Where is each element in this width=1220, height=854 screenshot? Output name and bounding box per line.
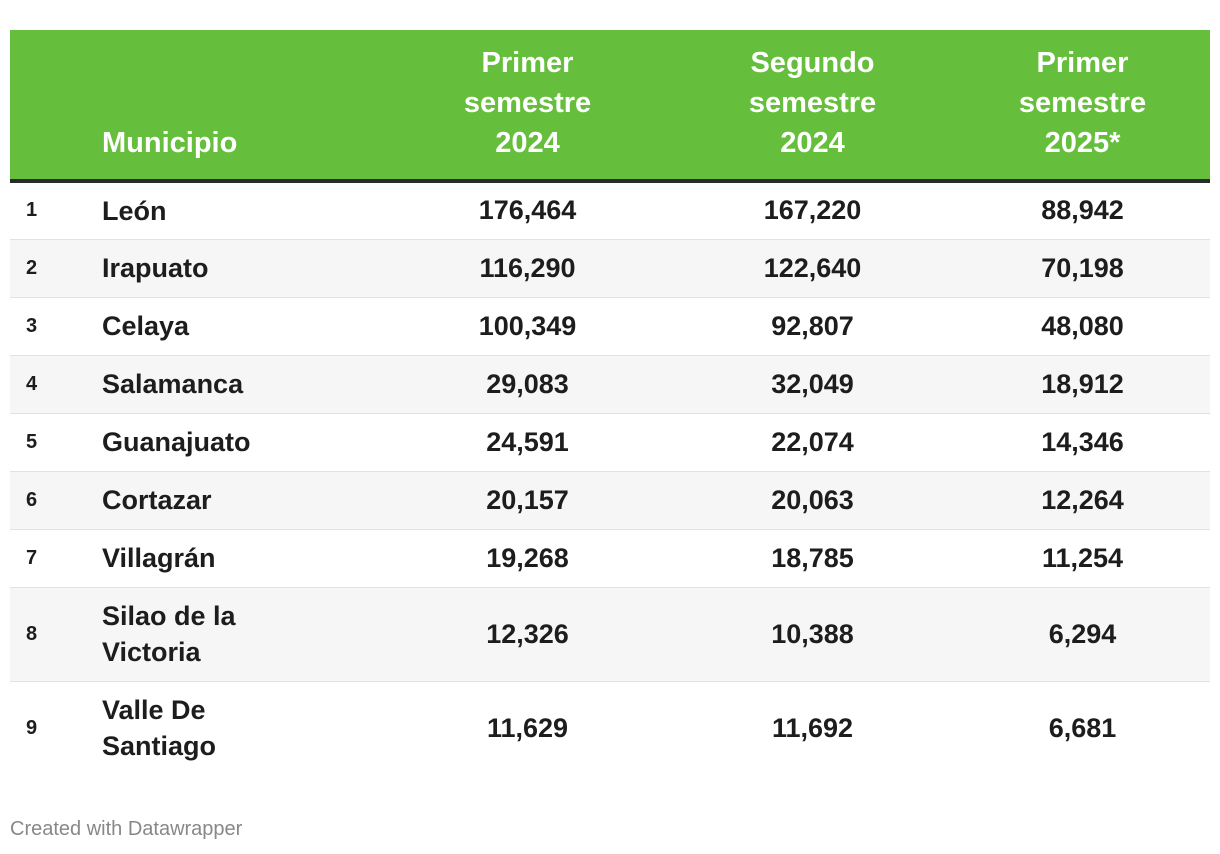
data-table-container: Municipio Primer semestre 2024 Segundo s… — [10, 30, 1210, 775]
header-primer-semestre-2024-text: Primer semestre 2024 — [463, 47, 592, 159]
cell-primer-semestre-2025: 70,198 — [955, 239, 1210, 298]
cell-primer-semestre-2024: 11,629 — [486, 712, 569, 743]
cell-municipio: Cortazar — [102, 471, 385, 530]
cell-primer-semestre-2024: 116,290 — [385, 239, 670, 298]
table-header-row: Municipio Primer semestre 2024 Segundo s… — [10, 30, 1210, 183]
cell-rank: 4 — [10, 355, 102, 414]
municipio-name: León — [102, 195, 167, 226]
cell-primer-semestre-2024: 12,326 — [385, 587, 670, 682]
cell-primer-semestre-2024: 100,349 — [385, 297, 670, 356]
header-primer-semestre-2025-text: Primer semestre 2025* — [1018, 47, 1147, 159]
cell-municipio: Silao de la Victoria — [102, 587, 385, 682]
header-primer-semestre-2024: Primer semestre 2024 — [385, 30, 670, 183]
header-rank — [10, 30, 102, 183]
cell-segundo-semestre-2024: 92,807 — [670, 297, 955, 356]
table-row: 8 Silao de la Victoria 12,326 10,388 6,294 — [10, 587, 1210, 682]
cell-rank: 7 — [10, 529, 102, 588]
cell-primer-semestre-2024: 20,157 — [385, 471, 670, 530]
table-row: 5 Guanajuato 24,591 22,074 14,346 — [10, 413, 1210, 472]
header-municipio: Municipio — [102, 30, 385, 183]
cell-rank: 8 — [10, 587, 102, 682]
municipio-name: Guanajuato — [102, 427, 251, 457]
header-segundo-semestre-2024: Segundo semestre 2024 — [670, 30, 955, 183]
table-row: 6 Cortazar 20,157 20,063 12,264 — [10, 471, 1210, 530]
cell-primer-semestre-2025: 14,346 — [955, 413, 1210, 472]
cell-rank: 1 — [10, 181, 102, 240]
municipio-name: Irapuato — [102, 253, 209, 283]
cell-segundo-semestre-2024: 20,063 — [670, 471, 955, 530]
cell-segundo-semestre-2024: 11,692 — [771, 712, 854, 743]
cell-segundo-semestre-2024: 122,640 — [670, 239, 955, 298]
cell-segundo-semestre-2024: 32,049 — [670, 355, 955, 414]
cell-segundo-semestre-2024: 18,785 — [670, 529, 955, 588]
table-row: 4 Salamanca 29,083 32,049 18,912 — [10, 355, 1210, 414]
cell-primer-semestre-2025: 6,294 — [955, 587, 1210, 682]
municipio-name: Silao de la Victoria — [102, 601, 236, 667]
cell-primer-semestre-2025: 48,080 — [955, 297, 1210, 356]
cell-municipio: Villagrán — [102, 529, 385, 588]
cell-primer-semestre-2025: 88,942 — [955, 181, 1210, 240]
table-row: 7 Villagrán 19,268 18,785 11,254 — [10, 529, 1210, 588]
header-segundo-semestre-2024-text: Segundo semestre 2024 — [748, 47, 877, 159]
cell-rank: 3 — [10, 297, 102, 356]
cell-primer-semestre-2024: 24,591 — [385, 413, 670, 472]
cell-primer-semestre-2025: 6,681 — [1048, 712, 1117, 743]
cell-rank: 9 — [26, 716, 38, 739]
cell-primer-semestre-2024: 29,083 — [385, 355, 670, 414]
cell-primer-semestre-2025: 18,912 — [955, 355, 1210, 414]
table-row: 2 Irapuato 116,290 122,640 70,198 — [10, 239, 1210, 298]
cell-primer-semestre-2025: 11,254 — [955, 529, 1210, 588]
cell-rank: 5 — [10, 413, 102, 472]
cell-municipio: Salamanca — [102, 355, 385, 414]
cell-municipio: Irapuato — [102, 239, 385, 298]
cell-segundo-semestre-2024: 167,220 — [670, 181, 955, 240]
datawrapper-credit: Created with Datawrapper — [10, 818, 243, 840]
table-row: 3 Celaya 100,349 92,807 48,080 — [10, 297, 1210, 356]
table-body: 1 León 176,464 167,220 88,942 2 Irapuato 116,29… — [10, 181, 1210, 775]
cell-primer-semestre-2024: 19,268 — [385, 529, 670, 588]
cell-municipio: Valle De Santiago — [102, 681, 385, 775]
municipio-name: Celaya — [102, 311, 190, 341]
cell-primer-semestre-2024: 176,464 — [385, 181, 670, 240]
cell-primer-semestre-2025: 12,264 — [955, 471, 1210, 530]
cell-rank: 6 — [10, 471, 102, 530]
data-table: Municipio Primer semestre 2024 Segundo s… — [10, 30, 1210, 775]
cell-municipio: León — [102, 181, 385, 240]
cell-segundo-semestre-2024: 10,388 — [670, 587, 955, 682]
municipio-name: Villagrán — [102, 543, 216, 573]
header-primer-semestre-2025: Primer semestre 2025* — [955, 30, 1210, 183]
cell-municipio: Celaya — [102, 297, 385, 356]
table-row: 9 Valle De Santiago 11,629 11,692 6,681 — [10, 681, 1210, 775]
cell-municipio: Guanajuato — [102, 413, 385, 472]
municipio-name: Valle De Santiago — [102, 695, 217, 762]
cell-rank: 2 — [10, 239, 102, 298]
table-row: 1 León 176,464 167,220 88,942 — [10, 181, 1210, 240]
municipio-name: Salamanca — [102, 369, 244, 399]
cell-segundo-semestre-2024: 22,074 — [670, 413, 955, 472]
municipio-name: Cortazar — [102, 485, 212, 515]
